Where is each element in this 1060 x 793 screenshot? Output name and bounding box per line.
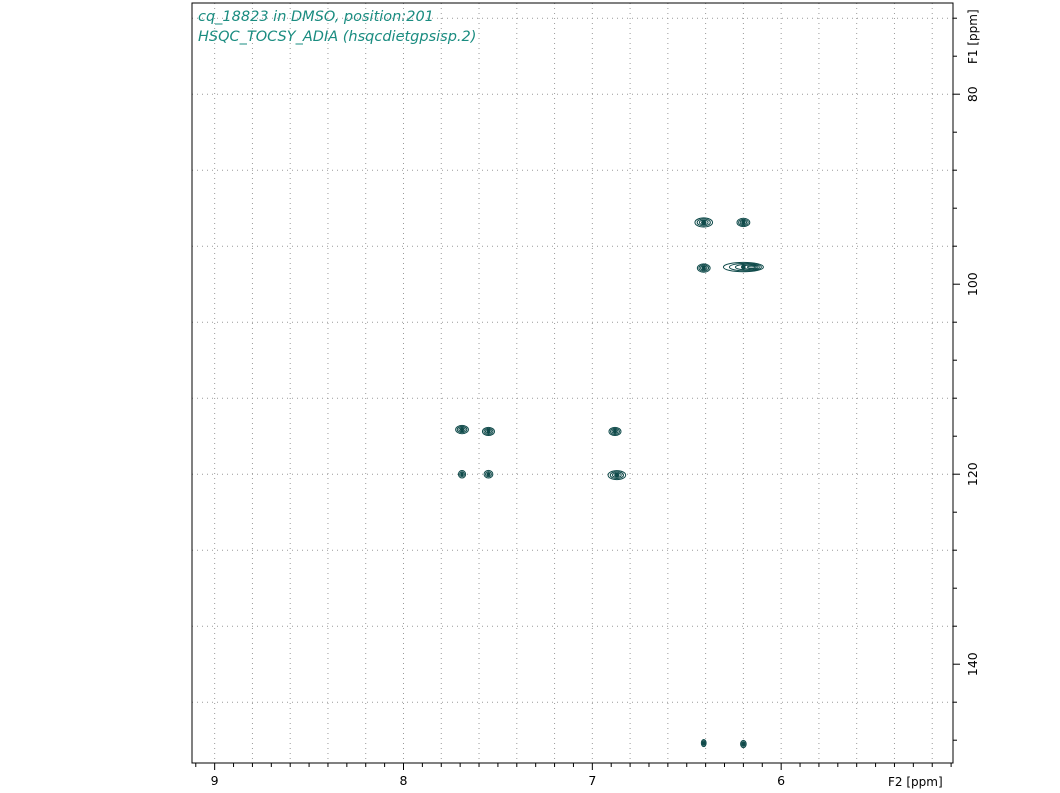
contour-ring	[483, 469, 494, 479]
contour-ring	[607, 470, 627, 481]
contour-peak	[483, 469, 494, 479]
contour-ring	[722, 261, 764, 273]
contour-core	[702, 741, 706, 746]
spectrum-subtitle: HSQC_TOCSY_ADIA (hsqcdietgpsisp.2)	[198, 29, 476, 45]
contour-ring	[608, 426, 622, 437]
x-tick-label: 8	[400, 773, 408, 788]
contour-ring	[696, 263, 711, 273]
contour-ring	[740, 739, 747, 749]
contour-peak	[457, 469, 467, 479]
grid-lines	[192, 3, 953, 763]
contour-core	[741, 264, 746, 270]
contour-core	[701, 265, 706, 271]
y-tick-label: 120	[965, 462, 980, 486]
contour-ring	[700, 738, 707, 748]
x-tick-label: 7	[588, 773, 596, 788]
contour-ring	[734, 263, 760, 271]
y-axis-label: F1 [ppm]	[966, 9, 980, 64]
y-tick-label: 80	[965, 86, 980, 102]
y-tick-label: 100	[965, 272, 980, 296]
contour-ring	[456, 425, 468, 434]
contour-peak	[694, 217, 714, 228]
contour-ring	[457, 469, 467, 479]
contour-ring	[485, 471, 492, 478]
contour-peak	[740, 739, 747, 749]
contour-core	[613, 429, 617, 434]
contour-peak	[696, 263, 711, 273]
contour-peak	[722, 261, 764, 273]
contour-core	[460, 427, 464, 432]
x-tick-label: 9	[211, 773, 219, 788]
contour-core	[486, 429, 491, 434]
y-axis: 80 100 120 140	[953, 17, 980, 741]
contour-ring	[455, 424, 469, 435]
contour-ring	[738, 218, 749, 227]
contour-peak	[736, 217, 751, 228]
contour-peaks	[455, 217, 764, 749]
contour-peak	[607, 470, 627, 481]
x-axis-label: F2 [ppm]	[888, 775, 943, 789]
plot-frame	[191, 2, 954, 764]
y-tick-label: 140	[965, 652, 980, 676]
contour-core	[741, 220, 746, 225]
contour-ring	[736, 217, 751, 228]
contour-ring	[609, 471, 624, 480]
contour-ring	[746, 265, 756, 269]
contour-ring	[694, 217, 714, 228]
x-axis: 9 8 7 6	[195, 763, 952, 788]
contour-ring	[483, 427, 494, 436]
contour-ring	[481, 426, 495, 437]
contour-ring	[459, 471, 465, 478]
contour-ring	[609, 427, 620, 436]
contour-core	[741, 742, 745, 746]
contour-core	[614, 472, 620, 478]
contour-ring	[696, 218, 711, 227]
contour-core	[701, 219, 706, 225]
contour-core	[460, 472, 464, 477]
contour-ring	[728, 262, 762, 272]
contour-peak	[608, 426, 622, 437]
contour-peak	[481, 426, 495, 437]
contour-core	[486, 472, 491, 477]
spectrum-title: cq_18823 in DMSO, position:201	[198, 9, 434, 25]
contour-peak	[700, 738, 707, 748]
contour-ring	[698, 264, 710, 272]
contour-ring	[741, 741, 746, 747]
x-tick-label: 6	[777, 773, 785, 788]
contour-peak	[455, 424, 469, 435]
